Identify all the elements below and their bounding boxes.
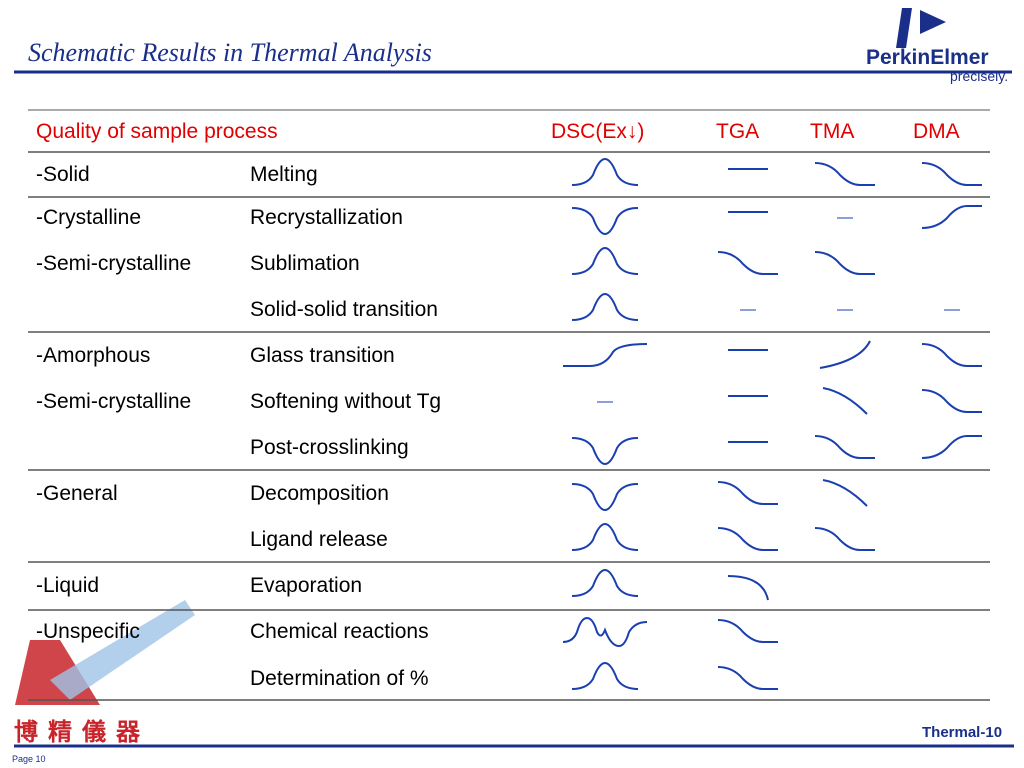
process-name: Sublimation — [250, 252, 360, 275]
process-name: Melting — [250, 163, 318, 186]
curve-icon — [571, 568, 639, 597]
curve-icon — [727, 575, 769, 601]
curve-icon — [921, 435, 982, 459]
company-logo — [50, 600, 195, 700]
logo-mark — [920, 10, 946, 34]
process-name: Post-crosslinking — [250, 436, 409, 459]
curve-icon — [571, 246, 639, 275]
curve-icon — [571, 157, 639, 186]
curve-icon — [571, 522, 639, 551]
process-name: Solid-solid transition — [250, 298, 438, 321]
process-name: Chemical reactions — [250, 620, 429, 643]
curve-icon — [717, 251, 778, 275]
sample-type: -Crystalline — [36, 206, 142, 229]
curve-icon — [571, 661, 639, 690]
process-name: Glass transition — [250, 344, 395, 367]
curve-icon — [717, 619, 778, 643]
sample-type: -General — [36, 482, 118, 505]
curve-icon — [921, 162, 982, 186]
curve-icon — [822, 479, 868, 507]
slide-number: Thermal-10 — [922, 724, 1003, 741]
process-name: Determination of % — [250, 667, 429, 690]
curve-icon — [921, 343, 982, 367]
process-name: Ligand release — [250, 528, 388, 551]
page-number: Page 10 — [12, 754, 46, 764]
curve-icon — [819, 340, 871, 369]
curve-icon — [717, 666, 778, 690]
curve-icon — [571, 207, 639, 236]
column-header: DSC(Ex↓) — [551, 120, 645, 143]
curve-icon — [562, 616, 648, 648]
title: Schematic Results in Thermal Analysis — [28, 38, 432, 67]
sample-type: -Unspecific — [36, 620, 140, 643]
sample-type: -Liquid — [36, 574, 100, 597]
curve-icon — [814, 435, 875, 459]
curve-icon — [717, 527, 778, 551]
curve-icon — [571, 292, 639, 321]
curve-icon — [814, 527, 875, 551]
sample-type: -Semi-crystalline — [36, 252, 192, 275]
curve-icon — [921, 389, 982, 413]
process-name: Decomposition — [250, 482, 389, 505]
curve-icon — [814, 162, 875, 186]
process-name: Recrystallization — [250, 206, 403, 229]
logo: PerkinElmer — [866, 46, 989, 69]
sample-type: -Amorphous — [36, 344, 151, 367]
sample-type: -Solid — [36, 163, 90, 186]
curve-icon — [571, 483, 639, 512]
column-header: TGA — [716, 120, 760, 143]
curve-icon — [563, 343, 648, 367]
sample-type: -Semi-crystalline — [36, 390, 192, 413]
curve-icon — [921, 205, 982, 229]
curve-icon — [571, 437, 639, 466]
logo-mark — [896, 8, 912, 48]
curve-icon — [822, 387, 868, 415]
column-header: TMA — [810, 120, 855, 143]
process-name: Softening without Tg — [250, 390, 442, 413]
company-name: 博 精 儀 器 — [14, 720, 142, 746]
curve-icon — [717, 481, 778, 505]
process-name: Evaporation — [250, 574, 363, 597]
column-header: Quality of sample process — [36, 120, 278, 143]
curve-icon — [814, 251, 875, 275]
tagline: precisely. — [950, 68, 1009, 84]
column-header: DMA — [913, 120, 960, 143]
